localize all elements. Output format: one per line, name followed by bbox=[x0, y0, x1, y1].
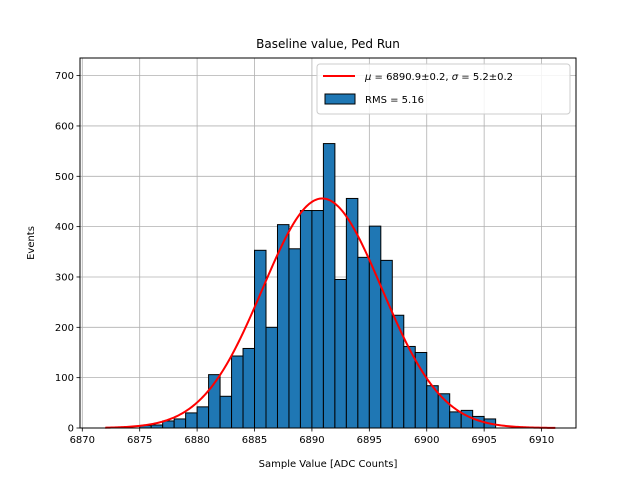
gaussian-fit-curve bbox=[105, 197, 556, 429]
histogram-bar bbox=[311, 210, 324, 429]
histogram-bar bbox=[299, 210, 313, 429]
y-tick-label: 400 bbox=[55, 222, 74, 233]
x-tick-label: 6885 bbox=[242, 435, 267, 446]
x-tick-label: 6880 bbox=[184, 435, 209, 446]
legend-sigma-value: = 5.2±0.2 bbox=[458, 72, 513, 83]
x-tick-label: 6900 bbox=[414, 435, 439, 446]
x-tick-label: 6905 bbox=[471, 435, 496, 446]
x-axis-ticks: 6870 6875 6880 6885 6890 6895 6900 6905 6910 bbox=[70, 428, 554, 446]
y-tick-label: 600 bbox=[55, 121, 74, 132]
x-tick-label: 6910 bbox=[529, 435, 554, 446]
legend-hist-swatch bbox=[324, 93, 356, 105]
histogram-bar bbox=[334, 278, 347, 429]
y-tick-label: 0 bbox=[68, 424, 74, 435]
histogram-bar bbox=[185, 412, 198, 429]
histogram-bar bbox=[254, 249, 267, 429]
histogram-bar bbox=[231, 355, 244, 429]
plot-frame bbox=[79, 57, 577, 429]
legend: μ = 6890.9±0.2, σ = 5.2±0.2 RMS = 5.16 bbox=[316, 63, 571, 115]
legend-hist-label: RMS = 5.16 bbox=[365, 95, 424, 106]
legend-mu-value: = 6890.9±0.2, bbox=[371, 72, 451, 83]
y-tick-label: 700 bbox=[55, 71, 74, 82]
x-tick-label: 6890 bbox=[299, 435, 324, 446]
y-axis-ticks: 0 100 200 300 400 500 600 700 bbox=[55, 71, 80, 435]
histogram-bar bbox=[173, 418, 187, 429]
histogram-bar bbox=[265, 326, 278, 429]
histogram-bars bbox=[139, 143, 497, 429]
y-tick-label: 300 bbox=[55, 272, 74, 283]
legend-fit-label: μ = 6890.9±0.2, σ = 5.2±0.2 bbox=[364, 72, 513, 83]
histogram-bar bbox=[380, 259, 393, 429]
histogram-bar bbox=[196, 406, 210, 429]
y-tick-label: 200 bbox=[55, 323, 74, 334]
histogram-bar bbox=[322, 143, 336, 429]
histogram-bar bbox=[357, 256, 370, 429]
x-tick-label: 6875 bbox=[127, 435, 152, 446]
histogram-bar bbox=[449, 411, 462, 429]
y-tick-label: 500 bbox=[55, 172, 74, 183]
legend-mu-symbol: μ bbox=[364, 72, 371, 83]
chart-title: Baseline value, Ped Run bbox=[256, 37, 400, 51]
x-axis-label: Sample Value [ADC Counts] bbox=[259, 459, 398, 470]
histogram-bar bbox=[276, 224, 290, 429]
legend-sigma-symbol: σ bbox=[452, 72, 459, 83]
histogram-bar bbox=[288, 248, 301, 429]
legend-box bbox=[316, 63, 571, 115]
x-tick-label: 6895 bbox=[357, 435, 382, 446]
x-tick-label: 6870 bbox=[70, 435, 95, 446]
histogram-bar bbox=[242, 347, 256, 429]
y-tick-label: 100 bbox=[55, 373, 74, 384]
histogram-bar bbox=[368, 225, 382, 429]
y-axis-label: Events bbox=[26, 226, 37, 260]
histogram-bar bbox=[219, 395, 233, 429]
